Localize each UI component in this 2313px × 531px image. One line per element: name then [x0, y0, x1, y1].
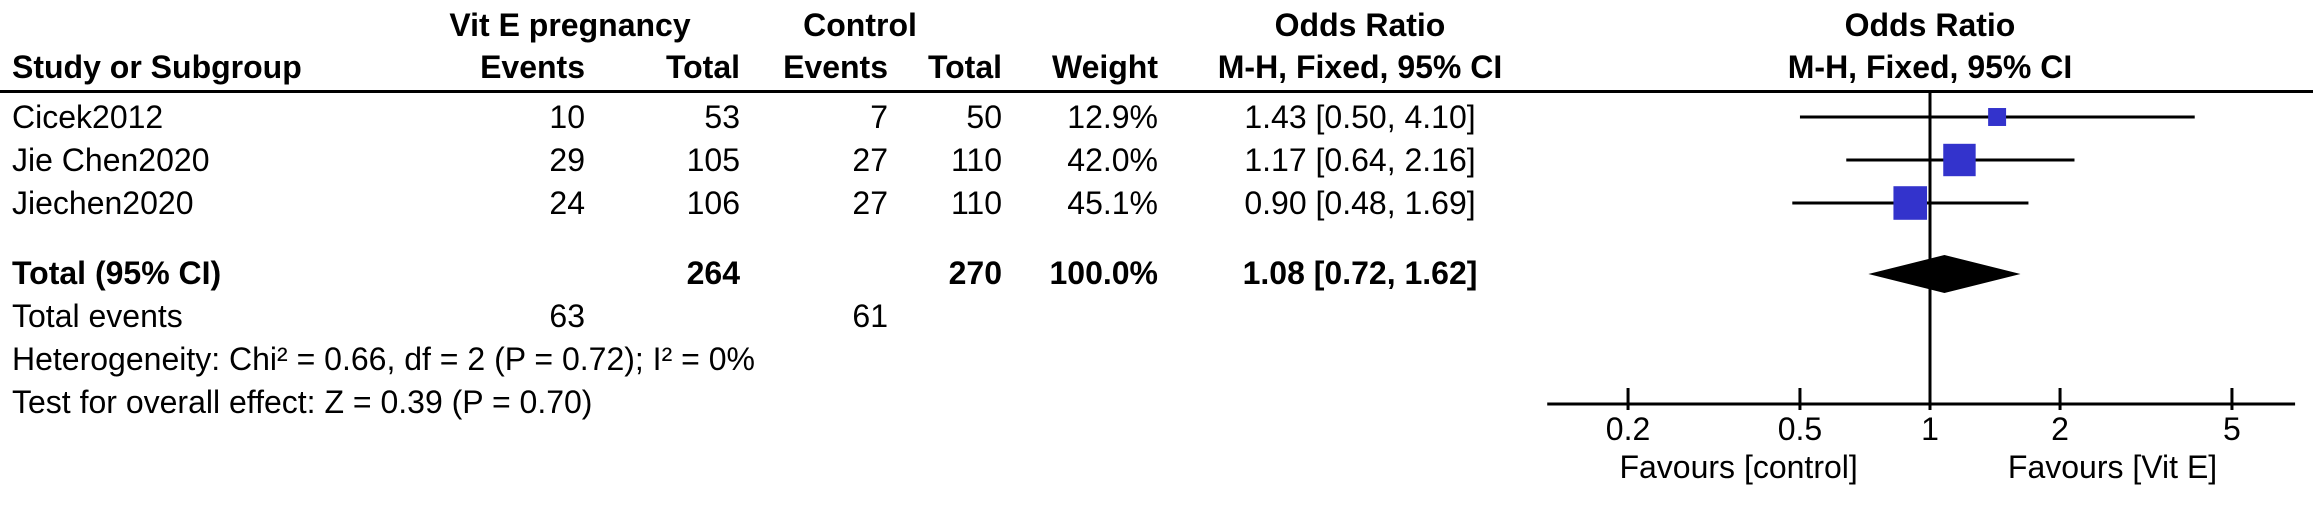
study-weight: 42.0%: [1067, 142, 1158, 178]
or-square-marker: [1943, 143, 1976, 177]
axis-tick-label: 1: [1921, 411, 1939, 447]
col-header-weight: Weight: [1051, 49, 1158, 85]
study-total-control: 110: [950, 185, 1002, 221]
study-events-control: 7: [870, 99, 888, 135]
study-ci-text: 1.43 [0.50, 4.10]: [1244, 99, 1476, 135]
study-total-vite: 53: [704, 99, 740, 135]
study-events-control: 27: [852, 142, 888, 178]
favours-right-label: Favours [Vit E]: [2008, 449, 2217, 485]
col-header-method: M-H, Fixed, 95% CI: [1217, 49, 1503, 85]
axis-tick-label: 2: [2051, 411, 2069, 447]
col-header-study: Study or Subgroup: [12, 49, 302, 85]
study-events-vite: 24: [549, 185, 585, 221]
total-n-control: 270: [948, 255, 1002, 291]
col-header-total-vite: Total: [665, 49, 740, 85]
col-header-method-plot: M-H, Fixed, 95% CI: [1787, 49, 2073, 85]
total-weight: 100.0%: [1049, 255, 1158, 291]
group-header-control: Control: [803, 7, 917, 43]
study-total-control: 50: [966, 99, 1002, 135]
total-events-label: Total events: [12, 298, 183, 334]
study-ci-text: 0.90 [0.48, 1.69]: [1244, 185, 1476, 221]
study-ci-text: 1.17 [0.64, 2.16]: [1244, 142, 1476, 178]
study-weight: 12.9%: [1067, 99, 1158, 135]
study-weight: 45.1%: [1067, 185, 1158, 221]
total-events-control: 61: [852, 298, 888, 334]
favours-left-label: Favours [control]: [1619, 449, 1857, 485]
col-header-total-control: Total: [927, 49, 1002, 85]
study-total-vite: 105: [686, 142, 740, 178]
axis-tick-label: 0.2: [1606, 411, 1650, 447]
header-separator-line: [0, 90, 2313, 93]
heterogeneity-text: Heterogeneity: Chi² = 0.66, df = 2 (P = …: [12, 341, 755, 377]
axis-tick-label: 0.5: [1778, 411, 1822, 447]
or-square-marker: [1893, 186, 1928, 220]
study-name: Cicek2012: [12, 99, 164, 135]
or-plot-header: Odds Ratio: [1844, 7, 2016, 43]
study-events-vite: 10: [549, 99, 585, 135]
study-total-vite: 106: [686, 185, 740, 221]
axis-tick-label: 5: [2223, 411, 2241, 447]
total-label: Total (95% CI): [12, 255, 222, 291]
col-header-events-vite: Events: [480, 49, 585, 85]
or-square-marker: [1988, 108, 2007, 126]
total-events-vite: 63: [549, 298, 585, 334]
study-total-control: 110: [950, 142, 1002, 178]
total-ci-text: 1.08 [0.72, 1.62]: [1242, 255, 1478, 291]
study-events-control: 27: [852, 185, 888, 221]
total-n-vite: 264: [686, 255, 740, 291]
col-header-events-control: Events: [783, 49, 888, 85]
study-name: Jie Chen2020: [12, 142, 210, 178]
total-diamond: [1868, 255, 2021, 293]
study-events-vite: 29: [549, 142, 585, 178]
group-header-vit-e: Vit E pregnancy: [449, 7, 691, 43]
overall-effect-text: Test for overall effect: Z = 0.39 (P = 0…: [12, 384, 593, 420]
or-column-header: Odds Ratio: [1274, 7, 1446, 43]
study-name: Jiechen2020: [12, 185, 194, 221]
